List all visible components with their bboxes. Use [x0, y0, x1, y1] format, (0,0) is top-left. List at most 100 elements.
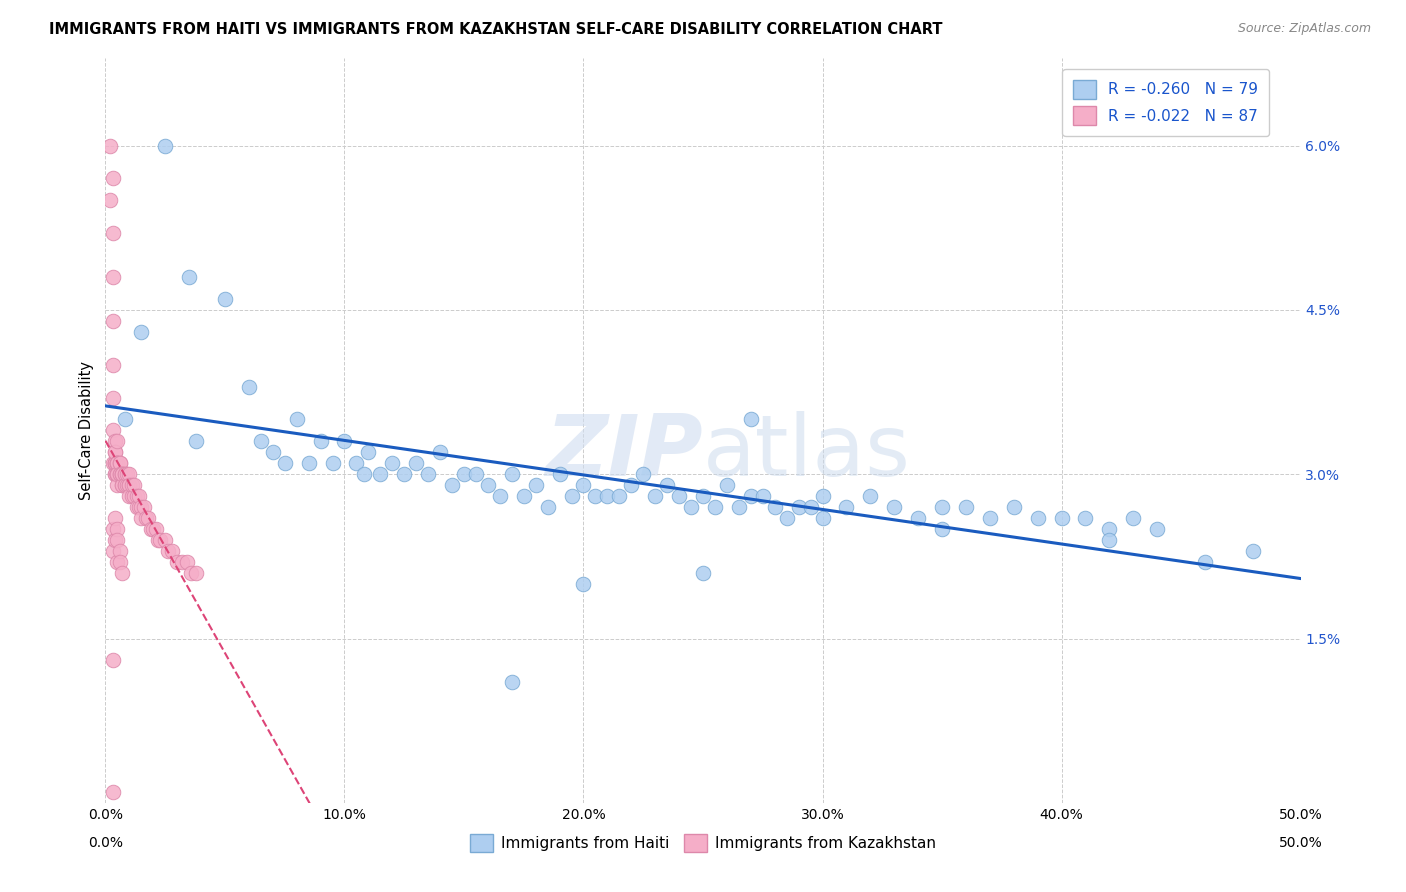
- Point: [114, 467, 136, 482]
- Point: [572, 576, 595, 591]
- Point: [107, 467, 129, 482]
- Point: [704, 500, 727, 514]
- Point: [107, 467, 129, 482]
- Point: [1050, 511, 1073, 525]
- Point: [931, 500, 953, 514]
- Point: [118, 478, 141, 492]
- Point: [1074, 511, 1097, 525]
- Point: [405, 456, 427, 470]
- Point: [572, 478, 595, 492]
- Point: [132, 500, 155, 514]
- Point: [979, 511, 1001, 525]
- Point: [107, 467, 129, 482]
- Point: [115, 467, 138, 482]
- Point: [101, 358, 124, 372]
- Point: [644, 489, 666, 503]
- Point: [104, 434, 127, 449]
- Point: [107, 555, 129, 569]
- Point: [101, 270, 124, 285]
- Text: IMMIGRANTS FROM HAITI VS IMMIGRANTS FROM KAZAKHSTAN SELF-CARE DISABILITY CORRELA: IMMIGRANTS FROM HAITI VS IMMIGRANTS FROM…: [49, 22, 942, 37]
- Point: [799, 500, 821, 514]
- Point: [104, 467, 127, 482]
- Point: [883, 500, 905, 514]
- Point: [607, 489, 630, 503]
- Point: [453, 467, 475, 482]
- Point: [104, 511, 127, 525]
- Point: [108, 456, 131, 470]
- Point: [298, 456, 321, 470]
- Point: [107, 467, 129, 482]
- Point: [111, 566, 134, 580]
- Point: [122, 478, 145, 492]
- Point: [104, 456, 127, 470]
- Point: [111, 467, 134, 482]
- Point: [114, 478, 136, 492]
- Text: Source: ZipAtlas.com: Source: ZipAtlas.com: [1237, 22, 1371, 36]
- Text: 0.0%: 0.0%: [89, 836, 122, 850]
- Point: [513, 489, 536, 503]
- Point: [129, 500, 153, 514]
- Point: [107, 478, 129, 492]
- Point: [153, 533, 177, 547]
- Text: ZIP: ZIP: [546, 411, 703, 494]
- Point: [104, 533, 127, 547]
- Point: [104, 445, 127, 459]
- Point: [262, 445, 284, 459]
- Point: [477, 478, 499, 492]
- Point: [655, 478, 678, 492]
- Point: [1194, 555, 1216, 569]
- Point: [489, 489, 512, 503]
- Point: [115, 478, 138, 492]
- Point: [111, 478, 134, 492]
- Point: [104, 467, 127, 482]
- Point: [716, 478, 738, 492]
- Point: [751, 489, 773, 503]
- Point: [214, 292, 236, 306]
- Point: [668, 489, 690, 503]
- Point: [368, 467, 391, 482]
- Point: [392, 467, 416, 482]
- Point: [620, 478, 643, 492]
- Point: [107, 522, 129, 536]
- Point: [177, 270, 201, 285]
- Point: [145, 522, 167, 536]
- Point: [740, 489, 762, 503]
- Point: [1146, 522, 1168, 536]
- Point: [146, 533, 169, 547]
- Point: [128, 489, 150, 503]
- Point: [357, 445, 380, 459]
- Point: [728, 500, 751, 514]
- Point: [585, 489, 607, 503]
- Point: [955, 500, 977, 514]
- Point: [285, 412, 308, 426]
- Point: [114, 478, 136, 492]
- Point: [101, 544, 124, 558]
- Point: [107, 456, 129, 470]
- Legend: Immigrants from Haiti, Immigrants from Kazakhstan: Immigrants from Haiti, Immigrants from K…: [464, 828, 942, 858]
- Point: [98, 138, 121, 153]
- Point: [118, 478, 141, 492]
- Point: [149, 533, 172, 547]
- Point: [776, 511, 799, 525]
- Text: 50.0%: 50.0%: [1278, 836, 1323, 850]
- Point: [501, 467, 523, 482]
- Point: [1002, 500, 1025, 514]
- Point: [162, 544, 184, 558]
- Point: [811, 489, 834, 503]
- Point: [118, 489, 141, 503]
- Point: [250, 434, 273, 449]
- Point: [107, 533, 129, 547]
- Point: [787, 500, 810, 514]
- Point: [548, 467, 571, 482]
- Point: [811, 511, 834, 525]
- Point: [907, 511, 929, 525]
- Point: [763, 500, 786, 514]
- Point: [180, 566, 202, 580]
- Point: [418, 467, 440, 482]
- Point: [138, 511, 160, 525]
- Point: [114, 467, 136, 482]
- Point: [101, 314, 124, 328]
- Point: [273, 456, 295, 470]
- Point: [104, 445, 127, 459]
- Point: [104, 456, 127, 470]
